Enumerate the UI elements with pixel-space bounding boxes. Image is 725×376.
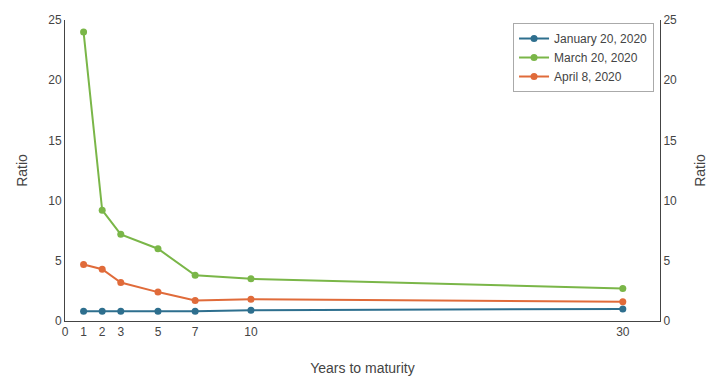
svg-text:10: 10 — [663, 194, 677, 208]
svg-text:10: 10 — [244, 325, 258, 339]
svg-text:Ratio: Ratio — [692, 154, 708, 187]
svg-text:10: 10 — [48, 194, 62, 208]
svg-text:January 20, 2020: January 20, 2020 — [554, 32, 647, 46]
svg-text:20: 20 — [48, 73, 62, 87]
svg-text:15: 15 — [663, 134, 677, 148]
svg-text:25: 25 — [663, 13, 677, 27]
svg-text:March 20, 2020: March 20, 2020 — [554, 51, 638, 65]
svg-text:Years to maturity: Years to maturity — [310, 360, 415, 376]
svg-text:5: 5 — [55, 254, 62, 268]
svg-text:0: 0 — [62, 325, 69, 339]
svg-text:April 8, 2020: April 8, 2020 — [554, 70, 622, 84]
svg-text:20: 20 — [663, 73, 677, 87]
svg-text:0: 0 — [55, 314, 62, 328]
svg-text:0: 0 — [663, 314, 670, 328]
svg-text:3: 3 — [117, 325, 124, 339]
svg-text:5: 5 — [663, 254, 670, 268]
svg-text:25: 25 — [48, 13, 62, 27]
svg-text:30: 30 — [616, 325, 630, 339]
svg-text:Ratio: Ratio — [14, 154, 30, 187]
svg-text:5: 5 — [155, 325, 162, 339]
svg-text:1: 1 — [80, 325, 87, 339]
svg-text:15: 15 — [48, 134, 62, 148]
svg-text:7: 7 — [192, 325, 199, 339]
svg-text:2: 2 — [99, 325, 106, 339]
